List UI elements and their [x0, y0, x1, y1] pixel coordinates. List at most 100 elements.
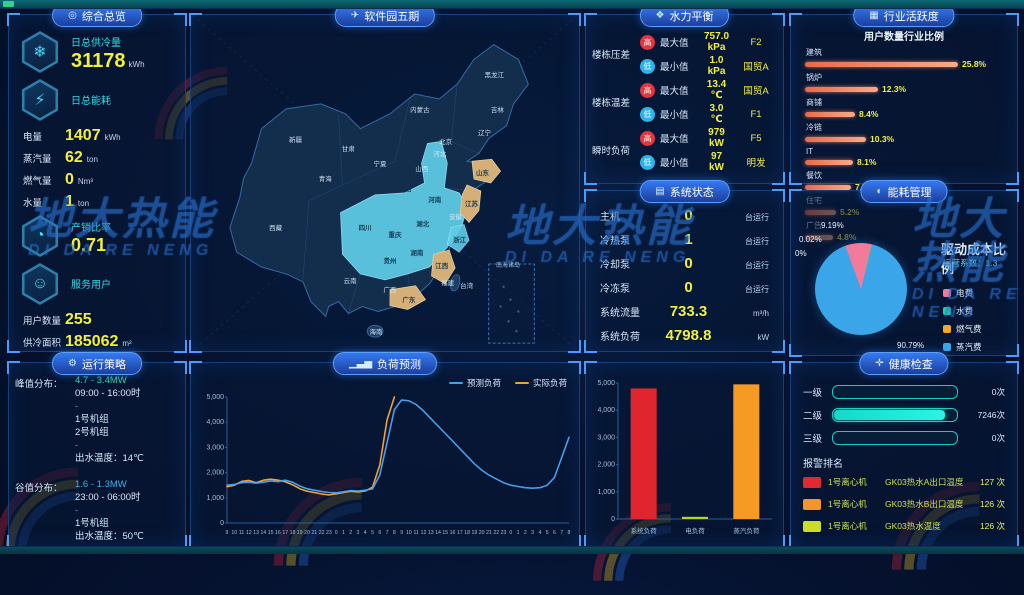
pie-callout: 0.02% [799, 235, 822, 244]
svg-text:1: 1 [342, 530, 345, 536]
industry-subtitle: 用户数量行业比例 [864, 32, 944, 43]
china-map[interactable] [191, 14, 579, 352]
industry-bar-label: 商铺 [806, 98, 822, 107]
users-label: 服务用户 [71, 279, 111, 291]
panel-corner [174, 361, 187, 374]
sysstatus-label: 冷热泵 [600, 236, 630, 247]
health-title: 健康检查 [888, 358, 933, 371]
pie-callout: 0% [795, 249, 807, 258]
legend-item[interactable]: 电费 [943, 287, 982, 299]
sysstatus-row: 主机 0 台运行 [600, 207, 769, 224]
svg-text:3,000: 3,000 [597, 434, 615, 441]
sysstatus-unit: m³/h [753, 309, 769, 318]
alarm-device: 1号离心机 [828, 499, 867, 509]
industry-bar-value: 8.1% [857, 157, 877, 167]
svg-text:16: 16 [450, 530, 456, 536]
legend-swatch [943, 289, 951, 297]
province-label: 北京 [439, 138, 453, 146]
svg-text:2: 2 [524, 530, 527, 536]
hydraulic-row: 高最大值 13.4 ℃ 国贸A [640, 78, 777, 102]
province-label: 广东 [402, 296, 416, 304]
industry-bar-row: 冷链 10.3% [805, 122, 1003, 144]
hydraulic-header-icon: ❖ [655, 10, 665, 21]
sysstatus-value: 0 [684, 207, 693, 224]
load-bar-chart: 0 1,000 2,000 3,000 4,000 5,000 系统负荷 电负荷 蒸汽负荷 [588, 369, 780, 546]
industry-bar [805, 86, 878, 92]
forecast-legend-item[interactable]: 实际负荷 [514, 377, 567, 389]
legend-item[interactable]: 燃气费 [943, 323, 982, 335]
health-bar-value: 0次 [991, 433, 1005, 443]
svg-text:9: 9 [400, 530, 403, 536]
strategy-header[interactable]: ⚙ 运行策略 [52, 352, 142, 375]
industry-bar-label: 锅炉 [806, 73, 822, 82]
sysstatus-value: 733.3 [669, 303, 708, 320]
province-label: 河南 [428, 196, 442, 204]
strategy-line: 23:00 - 06:00时 [75, 492, 141, 503]
svg-text:6: 6 [378, 530, 381, 536]
energy-icon: ⚡ [21, 79, 59, 121]
hydraulic-rows: 高最大值 979 kW F5 低最小值 97 kW 明发 [640, 126, 777, 174]
strategy-line: - [75, 401, 79, 412]
alarm-ranking-title: 报警排名 [803, 459, 843, 470]
sysstatus-value: 0 [684, 279, 693, 296]
hydraulic-group-label: 瞬时负荷 [592, 146, 631, 157]
svg-text:3: 3 [357, 530, 360, 536]
panel-corner [7, 361, 20, 374]
cost-pie-chart[interactable] [815, 243, 907, 335]
energy-label: 日总能耗 [71, 95, 111, 107]
panel-sysstatus: ▤ 系统状态 主机 0 台运行 冷热泵 1 台运行 冷却泵 0 台运行 冷冻泵 0 台运行 系统流量 73… [584, 180, 785, 353]
industry-bar-value: 12.3% [882, 84, 907, 94]
panel-corner [1006, 172, 1019, 185]
hydraulic-row-name: 最小值 [660, 62, 689, 73]
forecast-legend-item[interactable]: 预测负荷 [448, 377, 501, 389]
overview-header[interactable]: ◎ 综合总览 [52, 4, 142, 27]
sysstatus-header[interactable]: ▤ 系统状态 [639, 180, 730, 203]
svg-text:21: 21 [311, 530, 317, 536]
svg-text:5: 5 [546, 530, 549, 536]
alarm-device: 1号离心机 [828, 521, 867, 531]
industry-bar-value: 25.8% [962, 59, 987, 69]
ratio-block: ◔ 产销比率 0.71 [19, 215, 175, 257]
energy-mgmt-header[interactable]: ◐ 能耗管理 [860, 180, 948, 203]
province-label: 山东 [475, 170, 489, 178]
forecast-header[interactable]: ▁▃▅ 负荷预测 [332, 352, 438, 375]
energy-row: 蒸汽量 62 ton [23, 149, 173, 167]
industry-bar-row: 锅炉 12.3% [805, 72, 1003, 94]
peak-label: 峰值分布： [15, 379, 63, 390]
svg-text:1: 1 [517, 530, 520, 536]
province-label: 海南 [369, 329, 383, 337]
svg-text:22: 22 [493, 530, 499, 536]
svg-text:14: 14 [260, 530, 266, 536]
svg-text:19: 19 [297, 530, 303, 536]
health-bar-value: 7246次 [977, 410, 1005, 420]
province-label: 贵州 [383, 258, 397, 266]
overview-header-icon: ◎ [68, 10, 77, 21]
hydraulic-row-name: 最大值 [660, 86, 689, 97]
industry-bar-row: IT 8.1% [805, 147, 1003, 167]
svg-text:12: 12 [421, 530, 427, 536]
daily-cooling-block: ❄ 日总供冷量 31178 kWh [19, 31, 175, 73]
legend-item[interactable]: 蒸汽费 [943, 341, 982, 353]
svg-text:4: 4 [364, 530, 367, 536]
svg-text:1,000: 1,000 [206, 495, 224, 502]
metric-value: 1407 [65, 127, 101, 144]
strategy-line: 2号机组 [75, 427, 109, 438]
metric-value: 1 [65, 193, 74, 210]
panel-industry: ▦ 行业活跃度 用户数量行业比例 建筑 25.8% 锅炉 12.3% 商铺 8.4% 冷链 1… [789, 4, 1019, 242]
strategy-line: 4.7 - 3.4MW [75, 375, 127, 386]
legend-item[interactable]: 水费 [943, 305, 982, 317]
metric-label: 水量 [23, 198, 43, 209]
industry-bar-row: 建筑 25.8% [805, 47, 1003, 69]
metric-unit: ton [77, 199, 90, 208]
hydraulic-row-name: 最大值 [660, 38, 689, 49]
panel-corner [584, 189, 597, 202]
metric-value: 255 [65, 311, 92, 328]
industry-bar [805, 159, 853, 165]
health-header[interactable]: ✛ 健康检查 [859, 352, 949, 375]
industry-header[interactable]: ▦ 行业活跃度 [853, 4, 955, 27]
metric-unit: Nm³ [77, 177, 94, 186]
industry-title: 行业活跃度 [883, 10, 939, 23]
forecast-chart: 0 1,000 2,000 3,000 4,000 5,000 9 10 11 12 13 14 15 1… [195, 389, 575, 544]
alarm-row: 1号离心机 GK03热水B出口温度 126 次 [803, 498, 1005, 510]
industry-bar-row: 商铺 8.4% [805, 97, 1003, 119]
